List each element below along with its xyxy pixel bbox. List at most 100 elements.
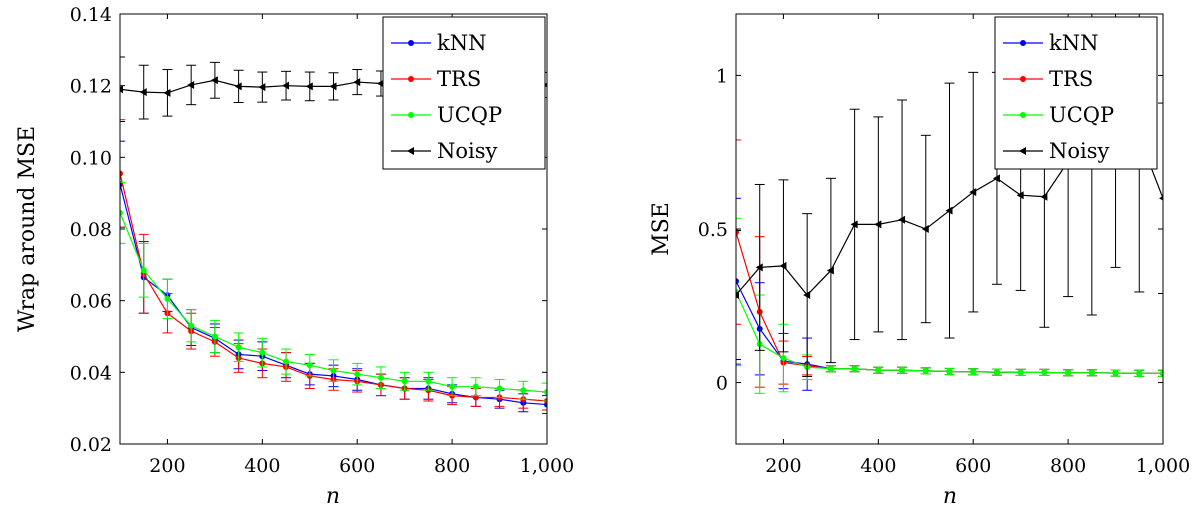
legend-marker [1020,112,1026,118]
data-point [1159,196,1163,201]
data-point [496,385,503,392]
data-point [946,368,953,375]
left-x-tick-label: 1,000 [520,455,574,477]
left-y-tick-label: 0.10 [70,147,112,169]
left-x-tick-label: 800 [434,455,470,477]
legend-marker [408,112,414,118]
data-point [899,367,906,374]
legend-label: Noisy [437,139,498,163]
right-axis-ticks: 200 400 600 800 1,000 0 0.5 1 [698,14,1190,477]
right-legend-item-ucqp: UCQP [1003,103,1114,127]
left-x-tick-label: 200 [149,455,185,477]
data-point [874,220,882,229]
data-point [755,263,763,272]
data-point [120,85,123,94]
data-point [1016,191,1024,200]
right-plot-content [736,14,1163,394]
data-point [520,387,527,394]
legend-label: TRS [437,67,481,91]
data-point [234,82,242,91]
data-point [970,368,977,375]
right-x-tick-label: 1,000 [1136,455,1190,477]
data-point [305,82,313,91]
right-series-noisy [736,14,1163,377]
left-y-tick-label: 0.08 [70,219,112,241]
right-legend-item-noisy: Noisy [1003,139,1110,163]
data-point [282,81,290,90]
data-point [376,79,384,88]
data-point [544,389,547,396]
legend-label: kNN [1049,31,1098,55]
left-legend-item-trs: TRS [391,67,481,91]
right-y-tick-label: 0 [716,373,728,395]
left-series-ucqp [120,181,547,402]
right-legend: kNN TRS UCQP Noisy [994,16,1158,170]
right-legend-item-trs: TRS [1003,67,1093,91]
data-point [875,367,882,374]
legend-marker [407,147,414,155]
data-point [120,209,123,216]
legend-marker [1019,147,1026,155]
data-point [210,76,218,85]
data-point [353,78,361,87]
data-point [803,291,811,300]
right-chart-panel: 200 400 600 800 1,000 0 0.5 1 MSE n kNN TRS UCQP N… [649,13,1190,509]
data-point [377,374,384,381]
data-point [736,291,739,300]
data-point [449,383,456,390]
data-point [993,369,1000,376]
legend-marker [408,76,414,82]
data-point [259,349,266,356]
data-point [1017,369,1024,376]
data-point [283,358,290,365]
data-point [1040,192,1048,201]
data-point [306,362,313,369]
left-x-tick-label: 400 [244,455,280,477]
left-y-tick-label: 0.04 [70,362,112,384]
data-point [1136,370,1143,377]
right-y-tick-label: 0.5 [698,219,728,241]
data-point [850,220,858,229]
left-legend-item-knn: kNN [391,31,486,55]
data-point [1088,369,1095,376]
data-point [736,278,739,285]
data-point [258,83,266,92]
data-point [188,322,195,329]
legend-marker [408,40,414,46]
right-legend-item-knn: kNN [1003,31,1098,55]
data-point [401,378,408,385]
left-legend: kNN TRS UCQP Noisy [382,16,546,170]
legend-label: UCQP [1049,103,1114,127]
right-y-axis-label: MSE [649,202,674,256]
right-x-axis-label: n [943,484,957,509]
data-point [425,378,432,385]
data-point [329,82,337,91]
data-point [164,295,171,302]
left-plot-content [120,56,547,415]
data-point [140,267,147,274]
data-point [187,80,195,89]
data-point [1160,370,1163,377]
data-point [779,261,787,270]
data-point [1041,369,1048,376]
data-point [780,355,787,361]
left-y-axis-label: Wrap around MSE [15,126,40,332]
data-point [1065,369,1072,376]
left-x-axis-label: n [326,484,340,509]
legend-label: TRS [1049,67,1093,91]
data-point [826,266,834,275]
right-x-tick-label: 400 [860,455,896,477]
data-point [969,188,977,197]
data-point [1112,370,1119,377]
legend-marker [1020,76,1026,82]
data-point [945,206,953,215]
data-point [235,344,242,351]
legend-label: UCQP [437,103,502,127]
legend-label: kNN [437,31,486,55]
right-y-tick-label: 1 [716,65,728,87]
left-x-tick-label: 600 [339,455,375,477]
right-x-tick-label: 800 [1050,455,1086,477]
left-y-tick-label: 0.14 [70,4,112,26]
legend-marker [1020,40,1026,46]
